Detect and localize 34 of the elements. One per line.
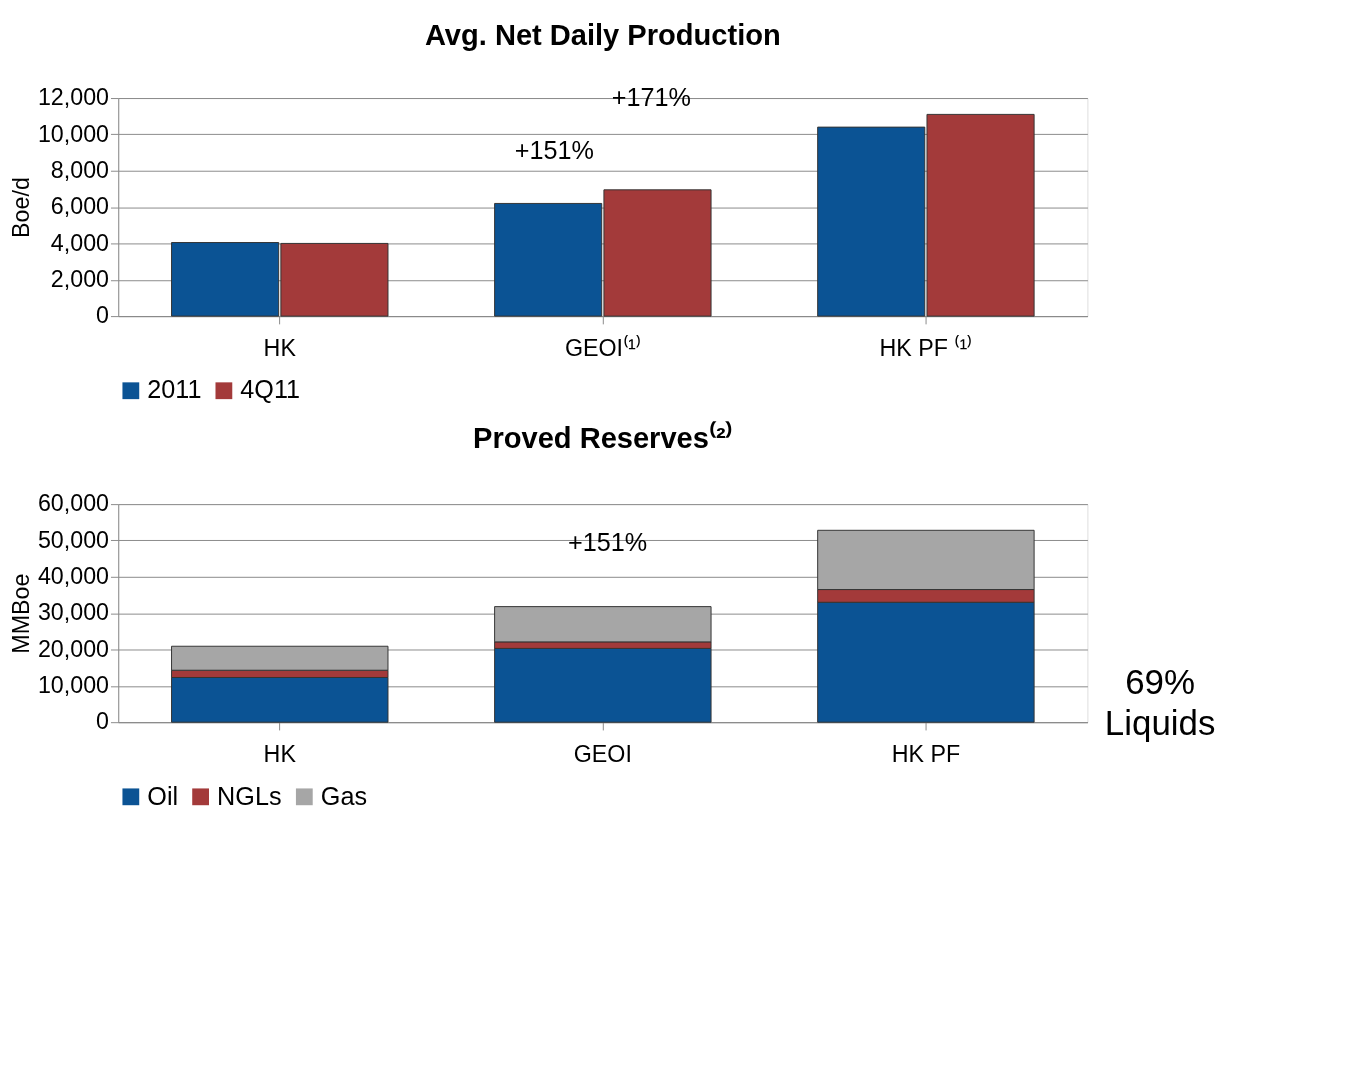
x-tick-label: HK PF ⁽¹⁾ xyxy=(879,334,973,362)
y-tick-label: 4,000 xyxy=(50,229,110,256)
legend-label: NGLs xyxy=(217,781,282,810)
y-tick-label: 6,000 xyxy=(50,193,110,220)
y-tick-label: 10,000 xyxy=(37,120,110,147)
annotation: +151% xyxy=(514,136,594,165)
legend-label: Oil xyxy=(147,781,179,810)
y-tick-label: 0 xyxy=(96,302,110,329)
legend-label: Gas xyxy=(320,781,367,810)
text: 69% Liquids xyxy=(1104,662,1216,742)
y-tick-label: 40,000 xyxy=(37,563,110,590)
bar xyxy=(494,647,712,723)
y-axis-title: Boe/d xyxy=(8,177,35,238)
y-tick-label: 8,000 xyxy=(50,157,110,184)
y-tick-label: 50,000 xyxy=(37,526,110,553)
x-tick-label: GEOI xyxy=(573,741,632,768)
y-tick-label: 10,000 xyxy=(37,672,110,699)
x-tick-label: GEOI⁽¹⁾ xyxy=(564,334,641,362)
legend-label: 2011 xyxy=(147,375,202,404)
y-tick-label: 2,000 xyxy=(50,266,110,293)
y-tick-label: 30,000 xyxy=(37,599,110,626)
x-tick-label: HK PF xyxy=(891,741,961,768)
chart-title: Avg. Net Daily Production xyxy=(424,18,781,51)
annotation: +171% xyxy=(611,82,691,111)
x-tick-label: HK xyxy=(263,741,297,768)
y-tick-label: 12,000 xyxy=(37,84,110,111)
x-tick-label: HK xyxy=(263,335,297,362)
chart-title: Proved Reserves⁽²⁾ xyxy=(473,420,733,454)
legend-label: 4Q11 xyxy=(240,375,301,404)
y-axis-title: MMBoe xyxy=(8,573,35,654)
y-tick-label: 20,000 xyxy=(37,635,110,662)
y-tick-label: 0 xyxy=(96,708,110,735)
annotation: +151% xyxy=(568,527,648,556)
y-tick-label: 60,000 xyxy=(37,490,110,517)
